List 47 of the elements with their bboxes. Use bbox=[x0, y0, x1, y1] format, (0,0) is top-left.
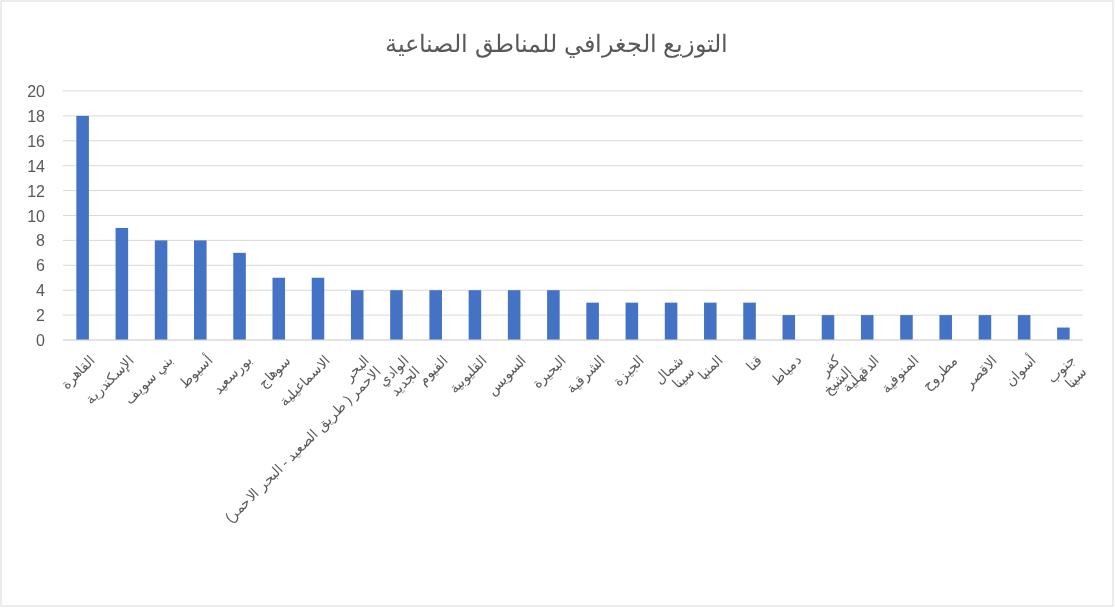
chart-title: التوزيع الجغرافي للمناطق الصناعية bbox=[385, 30, 729, 58]
x-tick-label: قنا bbox=[742, 351, 765, 374]
x-tick-label: البحيرة bbox=[528, 351, 570, 393]
bar bbox=[1057, 327, 1070, 340]
y-tick-label: 8 bbox=[36, 232, 46, 250]
bar bbox=[939, 315, 952, 340]
y-tick-label: 0 bbox=[36, 332, 46, 349]
bar bbox=[821, 315, 835, 340]
bar bbox=[272, 277, 286, 340]
bar bbox=[429, 290, 442, 340]
y-tick-label: 18 bbox=[27, 107, 46, 125]
x-tick-label: مطروح bbox=[919, 351, 962, 395]
bar bbox=[390, 290, 403, 340]
y-tick-label: 12 bbox=[27, 182, 46, 200]
bar bbox=[900, 315, 913, 340]
x-tick-label: جنوب سينا bbox=[1043, 351, 1090, 392]
bar bbox=[154, 240, 168, 340]
bar bbox=[782, 315, 796, 340]
bar bbox=[860, 315, 874, 340]
bar bbox=[468, 290, 482, 340]
bar bbox=[664, 302, 678, 340]
bar bbox=[1017, 315, 1031, 340]
x-tick-label: الاقصر bbox=[960, 351, 1001, 393]
bar bbox=[194, 240, 207, 340]
bar bbox=[978, 315, 992, 340]
x-tick-label: دمياط bbox=[767, 351, 804, 388]
bar bbox=[311, 277, 325, 340]
bar bbox=[704, 302, 717, 340]
bar bbox=[586, 302, 599, 340]
y-tick-label: 2 bbox=[36, 307, 46, 325]
bar bbox=[625, 302, 639, 340]
bar bbox=[743, 302, 756, 340]
y-tick-label: 4 bbox=[36, 282, 46, 300]
x-tick-label: الجيزة bbox=[610, 351, 648, 390]
bar bbox=[350, 290, 364, 340]
x-tick-label: أسيوط bbox=[174, 350, 217, 393]
bar bbox=[76, 115, 89, 340]
x-tick-label: أسوان bbox=[1000, 350, 1041, 391]
bar bbox=[233, 252, 246, 340]
y-tick-label: 16 bbox=[27, 132, 46, 150]
y-tick-label: 6 bbox=[36, 257, 46, 275]
y-tick-label: 10 bbox=[27, 207, 46, 225]
bar bbox=[507, 290, 521, 340]
bar bbox=[547, 290, 560, 340]
bar bbox=[115, 227, 129, 340]
y-tick-label: 14 bbox=[27, 157, 46, 175]
y-tick-label: 20 bbox=[27, 83, 46, 100]
